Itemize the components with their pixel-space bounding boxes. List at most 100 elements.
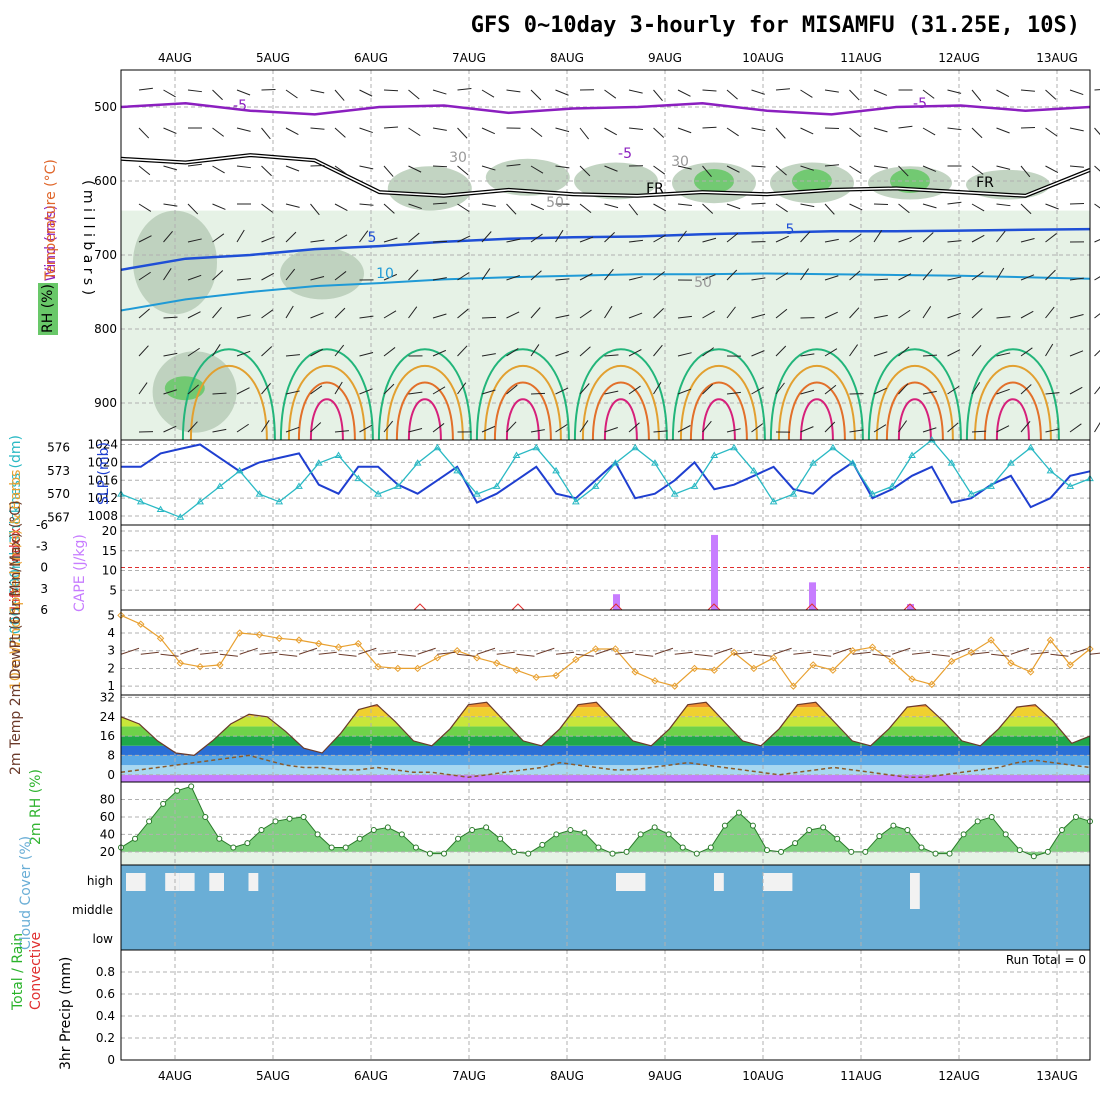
thickness-marker (196, 497, 204, 505)
rh-green-patch (694, 169, 734, 193)
wind-barb (677, 425, 691, 433)
freezing-level-inner (120, 154, 1091, 197)
warm-isotherm-lobe (867, 348, 962, 441)
thickness-marker (1046, 466, 1055, 474)
warm-isotherm-lobe (875, 365, 954, 441)
wind-barb (898, 346, 910, 357)
wind-barb (236, 229, 245, 243)
wind-barb (530, 270, 542, 281)
slp-line (121, 443, 1091, 509)
wind-barb (873, 230, 883, 243)
wind-barb (334, 344, 345, 357)
wind-barb (1045, 165, 1059, 173)
wind-barb (873, 314, 888, 319)
temp-color-band (121, 702, 1090, 708)
wind-barb (432, 89, 447, 95)
wind-barb (138, 308, 150, 319)
bottom-date-label: 7AUG (452, 1069, 486, 1083)
label-temp2m: 2m Temp 2m DewPt (6hr Min/Max) (°C) (8, 500, 24, 775)
wind-speed-marker (809, 661, 817, 669)
top-date-label: 11AUG (840, 51, 882, 65)
wind-barb (138, 165, 151, 176)
wind-barb-10m (694, 653, 713, 657)
wind-barb (824, 164, 839, 167)
li-tick-label: 3 (40, 582, 48, 596)
wind-barb (1020, 384, 1032, 395)
wind-barb (212, 270, 224, 281)
thickness-marker (829, 443, 837, 451)
wind-barb (775, 88, 790, 91)
wind-barb-10m (516, 653, 535, 657)
wind-barb (1094, 165, 1100, 172)
wind-barb (996, 89, 1010, 97)
wind-barb (432, 202, 448, 205)
rh-grey-patch (574, 162, 658, 200)
wind-barb (163, 352, 178, 357)
wind-barb (285, 268, 296, 281)
rh-marker (764, 847, 770, 854)
wind-barb (922, 269, 933, 281)
wind-barb (236, 387, 250, 395)
precip-tick-label: 0.8 (96, 965, 115, 979)
panel-frame-wind (120, 609, 1091, 696)
wind-barb (506, 238, 521, 243)
thickness-marker (947, 459, 956, 466)
contour-label: -5 (618, 146, 632, 162)
wind-barb (800, 426, 814, 433)
wind-barb (702, 89, 717, 92)
wind-barb (555, 229, 564, 243)
precip-tick-label: 0.4 (96, 1009, 115, 1023)
wind-barb (653, 89, 663, 102)
isotherm-plus5 (120, 227, 1091, 272)
wind-barb (506, 89, 521, 93)
wind-barb (971, 308, 983, 319)
wind-barb (408, 89, 420, 100)
rh-marker (679, 844, 686, 851)
wind-speed-marker (255, 631, 264, 639)
wind-barb (996, 267, 1005, 281)
wind-barb (604, 427, 618, 433)
wind-barb (334, 381, 343, 395)
wind-barb-10m (852, 651, 871, 655)
chart-title: GFS 0~10day 3-hourly for MISAMFU (31.25E… (471, 13, 1080, 38)
wind-barb (408, 165, 422, 173)
slp-tick-label: 1016 (87, 473, 118, 487)
slp-tick-label: 1020 (87, 455, 118, 469)
wind-barb (236, 165, 251, 169)
wind-barb-10m (1030, 651, 1049, 655)
wind-barb (922, 427, 937, 433)
run-total-label: Run Total = 0 (1006, 953, 1086, 967)
wind-barb (261, 383, 271, 395)
wind-barb (971, 430, 987, 433)
cloud-level-label: low (93, 932, 114, 946)
wind-barb (726, 89, 738, 100)
thickness-marker (868, 490, 877, 497)
wind-barb (947, 276, 962, 281)
wind-barb (677, 388, 692, 395)
wind-barb (285, 127, 299, 135)
wind-barb (751, 202, 766, 205)
thickness-marker (334, 451, 343, 458)
wind-barb-10m (714, 647, 733, 655)
wind-barb (457, 272, 470, 281)
wind-barb (604, 203, 619, 209)
temp-color-band (121, 726, 1090, 737)
wind-barb (236, 89, 251, 96)
li-tick-label: 0 (40, 561, 48, 575)
rh-marker (146, 818, 153, 825)
wind-barb (506, 311, 520, 319)
wind-barb (726, 391, 741, 395)
wind-barb-10m (911, 651, 931, 655)
wind-barb (947, 127, 962, 131)
rh-marker (637, 831, 644, 838)
wind-speed-marker (532, 673, 540, 681)
wind-barb (1020, 165, 1031, 178)
wind-barb (261, 236, 275, 243)
wind-barb (996, 425, 1010, 433)
wind-speed-marker (631, 668, 639, 676)
wind-speed-marker (730, 648, 738, 657)
wind-barb (922, 89, 935, 99)
wind-barb (310, 89, 325, 94)
wind-barb (481, 389, 496, 395)
wind-barb (530, 165, 544, 174)
